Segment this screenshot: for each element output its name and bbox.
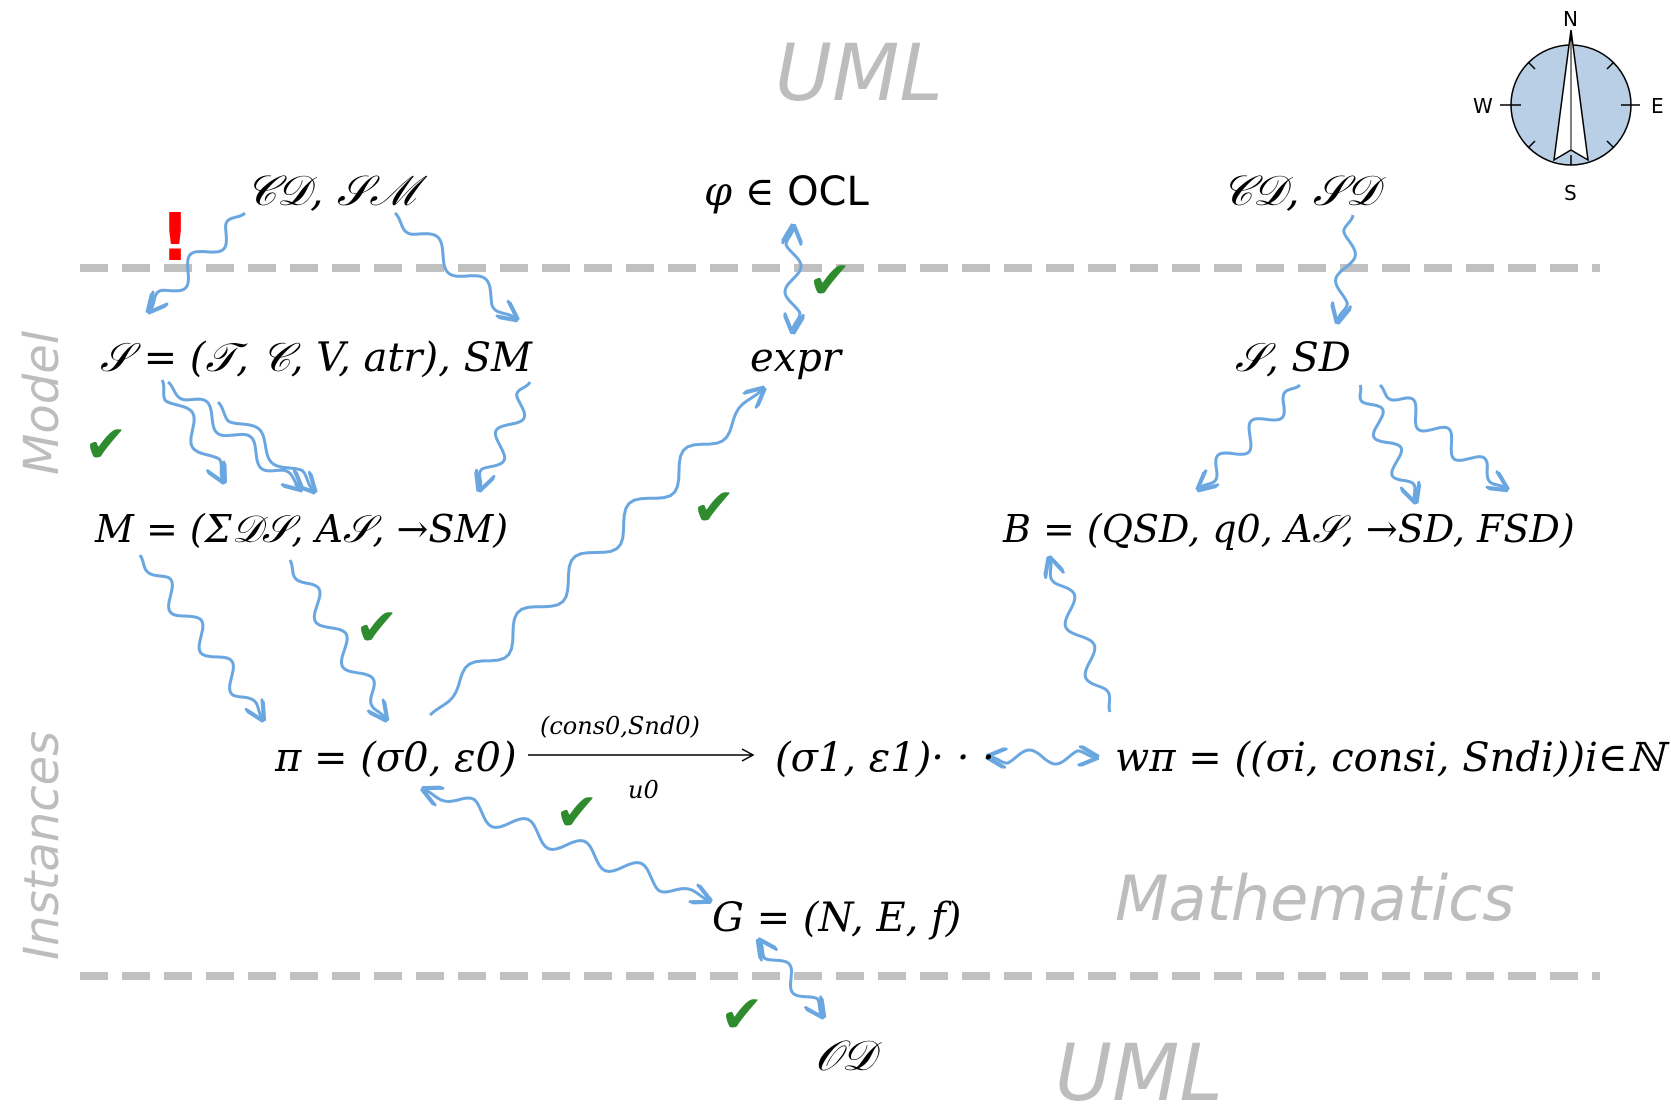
arrow-run-graph xyxy=(425,790,708,900)
node-phi-ocl: φ ∈ OCL xyxy=(704,172,869,212)
node-word: wπ = ((σi, consi, Sndi))i∈ℕ xyxy=(1115,735,1664,781)
arrows-group xyxy=(138,211,1505,1015)
arrow-sig-to-machine-a xyxy=(160,379,223,480)
node-cd-sd: 𝒞𝒟, 𝒮𝒟 xyxy=(1222,166,1379,215)
node-signature: 𝒮 = (𝒯, 𝒞, V, atr), SM xyxy=(100,335,532,381)
node-ocl: OCL xyxy=(787,169,869,215)
node-graph: G = (N, E, f) xyxy=(712,895,962,941)
node-machine: M = (Σ𝒟𝒮, A𝒮, →SM) xyxy=(95,507,509,551)
region-mathematics: Mathematics xyxy=(1115,862,1515,935)
compass-north: N xyxy=(1563,7,1578,31)
arrow-word-to-buchi xyxy=(1050,560,1112,713)
arrow-sig-to-machine-b xyxy=(167,380,300,488)
arrow-cdsm-to-sm xyxy=(393,211,515,318)
arrow-run-to-expr xyxy=(429,390,762,717)
node-expr: expr xyxy=(750,335,841,381)
check-graph-od: ✔ xyxy=(720,985,764,1045)
check-signature-model: ✔ xyxy=(84,415,128,475)
node-sig-sd: 𝒮, SD xyxy=(1235,335,1351,381)
arrow-sm-to-machine xyxy=(480,381,532,488)
transition-label-bottom: u0 xyxy=(628,776,659,804)
node-phi-symbol: φ ∈ xyxy=(704,169,775,215)
arrow-graph-od xyxy=(760,942,822,1015)
transition-label-top: (cons0,Snd0) xyxy=(540,712,700,740)
region-model: Model xyxy=(14,330,70,475)
arrow-sigsd-to-buchi-a xyxy=(1200,383,1301,488)
check-ocl-expr: ✔ xyxy=(808,251,852,311)
arrow-sigsd-to-buchi-b xyxy=(1358,384,1415,500)
arrow-sigsd-to-buchi-c xyxy=(1378,383,1505,488)
arrow-cdsd-to-sigsd xyxy=(1336,214,1357,320)
compass: N S W E xyxy=(1473,7,1664,205)
arrow-machine-to-run2 xyxy=(288,559,385,718)
arrow-run-tail-word xyxy=(990,750,1095,764)
node-cd-sm: 𝒞𝒟, 𝒮ℳ xyxy=(246,166,417,215)
compass-west: W xyxy=(1473,94,1493,118)
region-instances: Instances xyxy=(14,730,70,960)
node-run-tail: (σ1, ε1)· · · xyxy=(775,735,995,781)
node-run: π = (σ0, ε0) xyxy=(275,735,517,781)
node-buchi: B = (QSD, q0, A𝒮, →SD, FSD) xyxy=(1003,507,1575,551)
arrow-machine-to-run xyxy=(138,554,262,718)
check-run-expr: ✔ xyxy=(692,478,736,538)
transition-arrowhead xyxy=(741,748,755,762)
warning-mark: ! xyxy=(160,199,190,276)
node-od: 𝒪𝒟 xyxy=(815,1031,875,1080)
region-uml-top: UML xyxy=(775,29,943,119)
compass-east: E xyxy=(1651,94,1664,118)
arrow-ocl-expr xyxy=(785,228,801,330)
check-machine-run: ✔ xyxy=(355,598,399,658)
arrow-cdsm-to-signature xyxy=(150,211,246,310)
arrow-sig-to-machine-c xyxy=(216,400,313,490)
checks-group: ✔ ✔ ✔ ✔ ✔ ✔ xyxy=(84,251,852,1045)
region-uml-bottom: UML xyxy=(1055,1029,1223,1119)
compass-south: S xyxy=(1564,181,1577,205)
check-run-graph: ✔ xyxy=(555,783,599,843)
